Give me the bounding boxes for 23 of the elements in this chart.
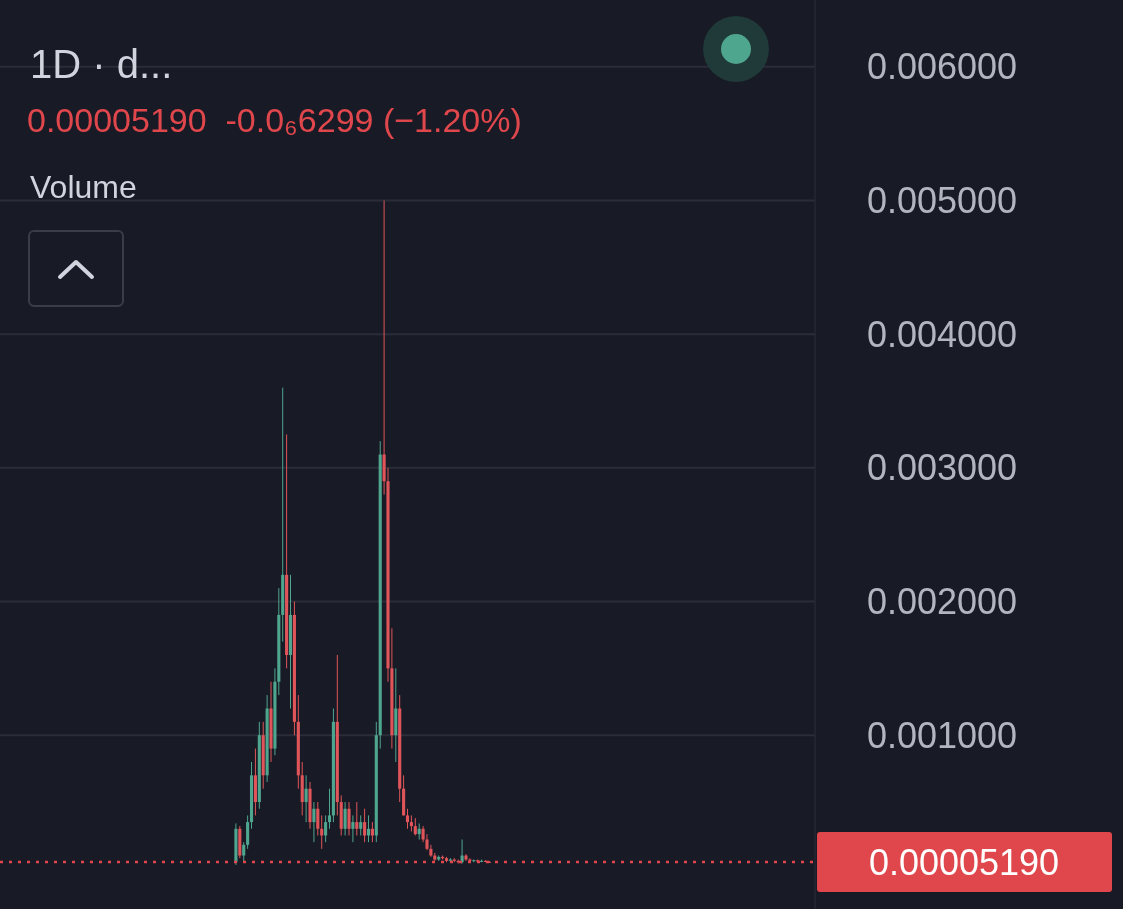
candlestick (316, 801, 320, 836)
candlestick (351, 814, 355, 843)
candlestick (347, 801, 351, 836)
candlestick (327, 788, 332, 830)
candlestick (355, 801, 359, 836)
candlestick (246, 814, 250, 850)
y-tick-label: 0.006000 (866, 46, 1018, 88)
candlestick (242, 841, 246, 863)
text: 0.00005190 -0.0₆6299 (−1.20%) (27, 101, 522, 139)
annotation: Volume (30, 169, 137, 205)
y-tick-label: 0.004000 (866, 313, 1018, 355)
candlestick (359, 814, 363, 836)
y-tick-label: 0.005000 (866, 180, 1018, 222)
candlestick (324, 814, 328, 843)
candlestick (304, 774, 308, 823)
y-tick-label: 0.003000 (866, 447, 1018, 489)
candlestick (363, 808, 367, 843)
ref-line-label: 0.00005190 (868, 841, 1060, 883)
y-tick-label: 0.002000 (866, 581, 1018, 623)
candlestick (343, 801, 347, 836)
y-tick-label: 0.001000 (866, 714, 1018, 756)
text: 1D · d... (30, 42, 173, 86)
candlestick (312, 801, 316, 843)
